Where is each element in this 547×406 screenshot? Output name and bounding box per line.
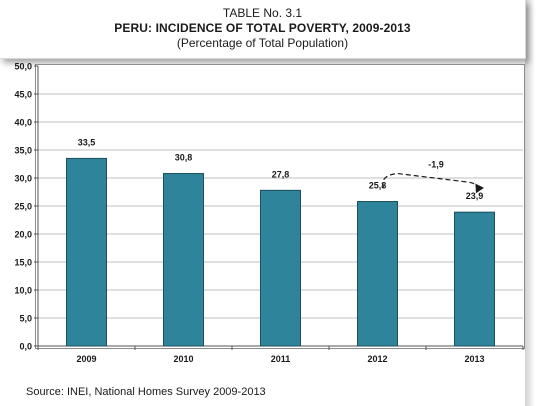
source-note: Source: INEI, National Homes Survey 2009… [26,386,266,398]
x-tick-label-2010: 2010 [173,354,193,364]
y-tick-label: 5,0 [19,314,32,324]
y-tick-label: 10,0 [14,286,32,296]
x-tick-label-2011: 2011 [271,354,291,364]
y-tick-label: 50,0 [14,62,32,72]
page-shadow [525,0,535,406]
x-tick-label-2012: 2012 [367,354,387,364]
y-tick-label: 35,0 [14,146,32,156]
bar-2009 [66,157,107,347]
y-tick-label: 45,0 [14,90,32,100]
bar-2013 [454,211,495,347]
chart-title: PERU: INCIDENCE OF TOTAL POVERTY, 2009-2… [114,21,411,35]
bar-2010 [163,173,204,347]
table-number: TABLE No. 3.1 [222,6,303,20]
y-tick-label: 40,0 [14,118,32,128]
change-label: -1,9 [428,160,444,170]
value-label-2011: 27,8 [272,169,290,179]
x-tick-label-2013: 2013 [464,354,484,364]
bar-2012 [357,201,398,347]
x-tick-label-2009: 2009 [76,354,96,364]
value-label-2012: 25,8 [369,181,387,191]
y-tick-label: 0,0 [19,342,32,352]
y-tick-label: 30,0 [14,174,32,184]
y-tick-label: 25,0 [14,202,32,212]
title-box: TABLE No. 3.1 PERU: INCIDENCE OF TOTAL P… [0,0,526,59]
y-tick-label: 15,0 [14,258,32,268]
y-tick-label: 20,0 [14,230,32,240]
value-label-2013: 23,9 [466,191,484,201]
value-label-2010: 30,8 [175,153,193,163]
value-label-2009: 33,5 [78,137,96,147]
chart-subtitle: (Percentage of Total Population) [176,36,349,50]
change-arrow [382,172,485,194]
bar-2011 [260,189,301,347]
